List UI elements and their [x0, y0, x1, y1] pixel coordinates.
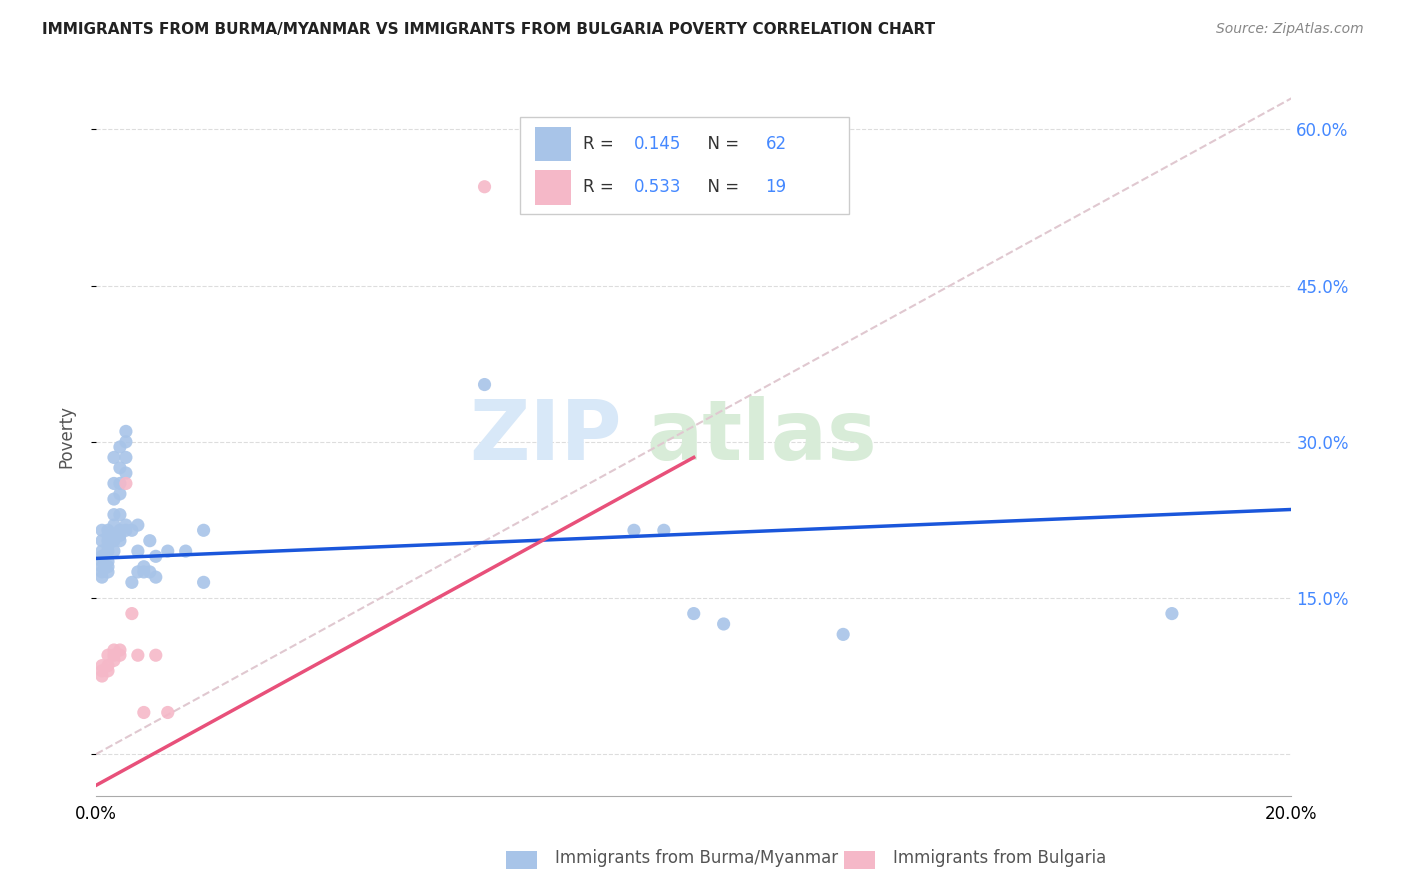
Point	[156, 706, 179, 720]
Point	[174, 544, 197, 558]
Point	[832, 627, 855, 641]
Point	[97, 528, 120, 542]
Point	[156, 544, 179, 558]
Point	[97, 533, 120, 548]
Point	[91, 658, 114, 673]
FancyBboxPatch shape	[534, 127, 571, 161]
Point	[103, 508, 125, 522]
Text: 62: 62	[765, 136, 786, 153]
Point	[115, 450, 138, 465]
Point	[1161, 607, 1184, 621]
Point	[91, 544, 114, 558]
Point	[108, 508, 131, 522]
Text: Immigrants from Burma/Myanmar: Immigrants from Burma/Myanmar	[555, 849, 838, 867]
Point	[108, 528, 131, 542]
Point	[91, 669, 114, 683]
Point	[91, 559, 114, 574]
Point	[652, 523, 675, 537]
Point	[121, 607, 143, 621]
Text: N =: N =	[697, 136, 745, 153]
Point	[127, 648, 149, 663]
Point	[108, 648, 131, 663]
Text: IMMIGRANTS FROM BURMA/MYANMAR VS IMMIGRANTS FROM BULGARIA POVERTY CORRELATION CH: IMMIGRANTS FROM BURMA/MYANMAR VS IMMIGRA…	[42, 22, 935, 37]
Point	[139, 565, 162, 579]
Point	[121, 575, 143, 590]
Point	[97, 539, 120, 553]
Point	[713, 617, 735, 632]
Point	[108, 476, 131, 491]
Point	[108, 643, 131, 657]
Point	[623, 523, 645, 537]
Point	[108, 523, 131, 537]
Text: R =: R =	[582, 178, 619, 196]
Point	[97, 648, 120, 663]
Point	[91, 555, 114, 569]
Point	[91, 664, 114, 678]
Point	[115, 476, 138, 491]
Point	[91, 565, 114, 579]
Point	[91, 533, 114, 548]
Point	[108, 533, 131, 548]
Point	[97, 658, 120, 673]
Point	[97, 555, 120, 569]
Point	[103, 643, 125, 657]
Text: Immigrants from Bulgaria: Immigrants from Bulgaria	[893, 849, 1107, 867]
Text: Source: ZipAtlas.com: Source: ZipAtlas.com	[1216, 22, 1364, 37]
Point	[682, 607, 704, 621]
Point	[115, 434, 138, 449]
Point	[91, 570, 114, 584]
Point	[474, 179, 496, 194]
Point	[145, 648, 167, 663]
Point	[193, 523, 215, 537]
Point	[127, 544, 149, 558]
Point	[97, 523, 120, 537]
Point	[91, 523, 114, 537]
Point	[193, 575, 215, 590]
Point	[145, 570, 167, 584]
Point	[108, 487, 131, 501]
Point	[97, 544, 120, 558]
Point	[103, 528, 125, 542]
Point	[474, 377, 496, 392]
Point	[103, 544, 125, 558]
Text: 0.533: 0.533	[634, 178, 682, 196]
Point	[115, 425, 138, 439]
Point	[97, 565, 120, 579]
Point	[91, 549, 114, 564]
Point	[108, 460, 131, 475]
Text: R =: R =	[582, 136, 619, 153]
Point	[97, 559, 120, 574]
Point	[97, 664, 120, 678]
Point	[103, 653, 125, 667]
FancyBboxPatch shape	[534, 170, 571, 204]
Point	[127, 565, 149, 579]
Text: N =: N =	[697, 178, 745, 196]
Point	[103, 450, 125, 465]
Text: 0.145: 0.145	[634, 136, 682, 153]
Point	[115, 523, 138, 537]
Y-axis label: Poverty: Poverty	[58, 405, 75, 468]
FancyBboxPatch shape	[520, 117, 849, 214]
Point	[127, 518, 149, 533]
Text: 19: 19	[765, 178, 786, 196]
Point	[132, 559, 155, 574]
Point	[115, 518, 138, 533]
Point	[103, 491, 125, 506]
Text: ZIP: ZIP	[470, 396, 621, 477]
Point	[103, 476, 125, 491]
Point	[132, 565, 155, 579]
Point	[108, 440, 131, 454]
Text: atlas: atlas	[645, 396, 877, 477]
Point	[139, 533, 162, 548]
Point	[103, 533, 125, 548]
Point	[115, 466, 138, 480]
Point	[132, 706, 155, 720]
Point	[103, 648, 125, 663]
Point	[121, 523, 143, 537]
Point	[103, 518, 125, 533]
Point	[145, 549, 167, 564]
